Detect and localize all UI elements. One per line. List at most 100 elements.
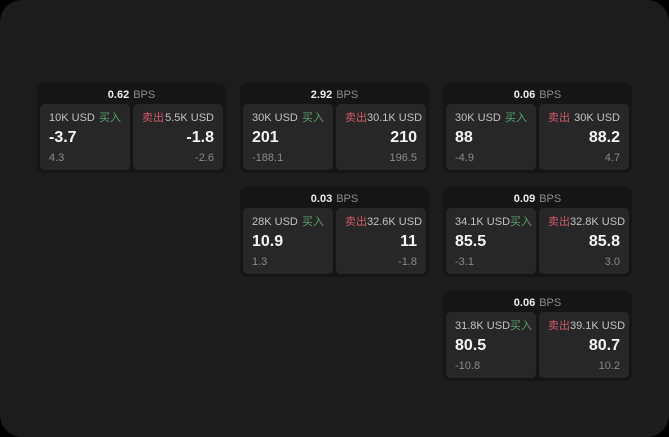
buy-tile-header: 28K USD 买入 bbox=[252, 216, 324, 228]
sell-notional: 32.6K USD bbox=[367, 216, 423, 228]
buy-tile-header: 30K USD 买入 bbox=[455, 112, 527, 124]
bps-unit-label: BPS bbox=[336, 193, 359, 205]
quote-tiles: 10K USD 买入 -3.7 4.3 卖出 5.5K USD -1.8 -2.… bbox=[40, 104, 223, 170]
sell-tile[interactable]: 卖出 30K USD 88.2 4.7 bbox=[539, 104, 629, 170]
sell-tile[interactable]: 卖出 39.1K USD 80.7 10.2 bbox=[539, 312, 629, 378]
bps-unit-label: BPS bbox=[336, 89, 359, 101]
card-header: 0.06 BPS bbox=[446, 294, 629, 312]
sell-notional: 32.8K USD bbox=[570, 216, 626, 228]
bps-unit-label: BPS bbox=[539, 297, 562, 309]
card-header: 0.09 BPS bbox=[446, 190, 629, 208]
buy-tile-header: 31.8K USD 买入 bbox=[455, 320, 532, 332]
bps-value: 0.06 bbox=[513, 89, 536, 101]
bps-unit-label: BPS bbox=[539, 193, 562, 205]
buy-price: 85.5 bbox=[455, 233, 487, 250]
sell-tile[interactable]: 卖出 32.6K USD 11 -1.8 bbox=[336, 208, 426, 274]
quotes-grid: 0.62 BPS 10K USD 买入 -3.7 4.3 卖出 5.5K USD bbox=[37, 83, 632, 381]
bps-value: 0.06 bbox=[513, 297, 536, 309]
buy-tile-header: 34.1K USD 买入 bbox=[455, 216, 532, 228]
buy-side-label: 买入 bbox=[510, 320, 533, 332]
sell-tile[interactable]: 卖出 30.1K USD 210 196.5 bbox=[336, 104, 426, 170]
buy-tile-header: 30K USD 买入 bbox=[252, 112, 324, 124]
sell-price: 11 bbox=[400, 233, 417, 250]
quote-card-1: 0.62 BPS 10K USD 买入 -3.7 4.3 卖出 5.5K USD bbox=[37, 83, 226, 173]
bps-value: 0.09 bbox=[513, 193, 536, 205]
buy-tile[interactable]: 30K USD 买入 201 -188.1 bbox=[243, 104, 333, 170]
sell-side-label: 卖出 bbox=[548, 216, 570, 228]
bps-unit-label: BPS bbox=[133, 89, 156, 101]
quote-tiles: 31.8K USD 买入 80.5 -10.8 卖出 39.1K USD 80.… bbox=[446, 312, 629, 378]
card-header: 0.03 BPS bbox=[243, 190, 426, 208]
sell-delta: 10.2 bbox=[598, 360, 620, 372]
sell-tile-header: 卖出 30K USD bbox=[548, 112, 620, 124]
buy-side-label: 买入 bbox=[505, 112, 527, 124]
sell-notional: 30K USD bbox=[574, 112, 620, 124]
buy-side-label: 买入 bbox=[99, 112, 121, 124]
quote-card-4: 0.03 BPS 28K USD 买入 10.9 1.3 卖出 32.6K US… bbox=[240, 187, 429, 277]
buy-delta: -188.1 bbox=[252, 152, 284, 164]
quote-tiles: 30K USD 买入 88 -4.9 卖出 30K USD 88.2 4.7 bbox=[446, 104, 629, 170]
sell-delta: 4.7 bbox=[604, 152, 620, 164]
buy-notional: 34.1K USD bbox=[455, 216, 511, 228]
card-header: 0.62 BPS bbox=[40, 86, 223, 104]
buy-delta: -10.8 bbox=[455, 360, 481, 372]
card-header: 2.92 BPS bbox=[243, 86, 426, 104]
buy-notional: 10K USD bbox=[49, 112, 95, 124]
quote-tiles: 30K USD 买入 201 -188.1 卖出 30.1K USD 210 1… bbox=[243, 104, 426, 170]
buy-price: -3.7 bbox=[49, 129, 77, 146]
sell-tile-header: 卖出 32.6K USD bbox=[345, 216, 422, 228]
quote-tiles: 34.1K USD 买入 85.5 -3.1 卖出 32.8K USD 85.8… bbox=[446, 208, 629, 274]
buy-notional: 30K USD bbox=[252, 112, 298, 124]
sell-delta: 3.0 bbox=[604, 256, 620, 268]
sell-tile[interactable]: 卖出 32.8K USD 85.8 3.0 bbox=[539, 208, 629, 274]
sell-price: 80.7 bbox=[588, 337, 620, 354]
sell-delta: -2.6 bbox=[195, 152, 214, 164]
sell-tile-header: 卖出 30.1K USD bbox=[345, 112, 422, 124]
buy-notional: 30K USD bbox=[455, 112, 501, 124]
bps-unit-label: BPS bbox=[539, 89, 562, 101]
buy-tile[interactable]: 28K USD 买入 10.9 1.3 bbox=[243, 208, 333, 274]
sell-tile-header: 卖出 5.5K USD bbox=[142, 112, 214, 124]
quote-tiles: 28K USD 买入 10.9 1.3 卖出 32.6K USD 11 -1.8 bbox=[243, 208, 426, 274]
sell-delta: 196.5 bbox=[389, 152, 417, 164]
buy-price: 10.9 bbox=[252, 233, 284, 250]
card-header: 0.06 BPS bbox=[446, 86, 629, 104]
sell-delta: -1.8 bbox=[398, 256, 417, 268]
bps-value: 0.03 bbox=[310, 193, 333, 205]
sell-tile-header: 卖出 32.8K USD bbox=[548, 216, 625, 228]
buy-delta: -3.1 bbox=[455, 256, 474, 268]
buy-tile[interactable]: 30K USD 买入 88 -4.9 bbox=[446, 104, 536, 170]
sell-notional: 39.1K USD bbox=[570, 320, 626, 332]
sell-side-label: 卖出 bbox=[345, 112, 367, 124]
buy-tile-header: 10K USD 买入 bbox=[49, 112, 121, 124]
buy-tile[interactable]: 34.1K USD 买入 85.5 -3.1 bbox=[446, 208, 536, 274]
buy-price: 80.5 bbox=[455, 337, 487, 354]
buy-price: 88 bbox=[455, 129, 473, 146]
buy-side-label: 买入 bbox=[302, 112, 324, 124]
sell-notional: 5.5K USD bbox=[165, 112, 214, 124]
bps-value: 0.62 bbox=[107, 89, 130, 101]
buy-delta: -4.9 bbox=[455, 152, 474, 164]
sell-tile[interactable]: 卖出 5.5K USD -1.8 -2.6 bbox=[133, 104, 223, 170]
buy-side-label: 买入 bbox=[302, 216, 324, 228]
buy-tile[interactable]: 10K USD 买入 -3.7 4.3 bbox=[40, 104, 130, 170]
buy-side-label: 买入 bbox=[510, 216, 533, 228]
buy-notional: 31.8K USD bbox=[455, 320, 511, 332]
sell-notional: 30.1K USD bbox=[367, 112, 423, 124]
buy-notional: 28K USD bbox=[252, 216, 298, 228]
sell-price: -1.8 bbox=[186, 129, 214, 146]
buy-delta: 1.3 bbox=[252, 256, 268, 268]
quote-card-5: 0.09 BPS 34.1K USD 买入 85.5 -3.1 卖出 32.8K… bbox=[443, 187, 632, 277]
sell-price: 88.2 bbox=[588, 129, 620, 146]
sell-side-label: 卖出 bbox=[548, 112, 570, 124]
quote-card-2: 2.92 BPS 30K USD 买入 201 -188.1 卖出 30.1K … bbox=[240, 83, 429, 173]
buy-delta: 4.3 bbox=[49, 152, 65, 164]
sell-side-label: 卖出 bbox=[142, 112, 164, 124]
sell-side-label: 卖出 bbox=[345, 216, 367, 228]
buy-tile[interactable]: 31.8K USD 买入 80.5 -10.8 bbox=[446, 312, 536, 378]
sell-price: 210 bbox=[390, 129, 417, 146]
quote-card-3: 0.06 BPS 30K USD 买入 88 -4.9 卖出 30K USD bbox=[443, 83, 632, 173]
sell-side-label: 卖出 bbox=[548, 320, 570, 332]
quote-card-6: 0.06 BPS 31.8K USD 买入 80.5 -10.8 卖出 39.1… bbox=[443, 291, 632, 381]
